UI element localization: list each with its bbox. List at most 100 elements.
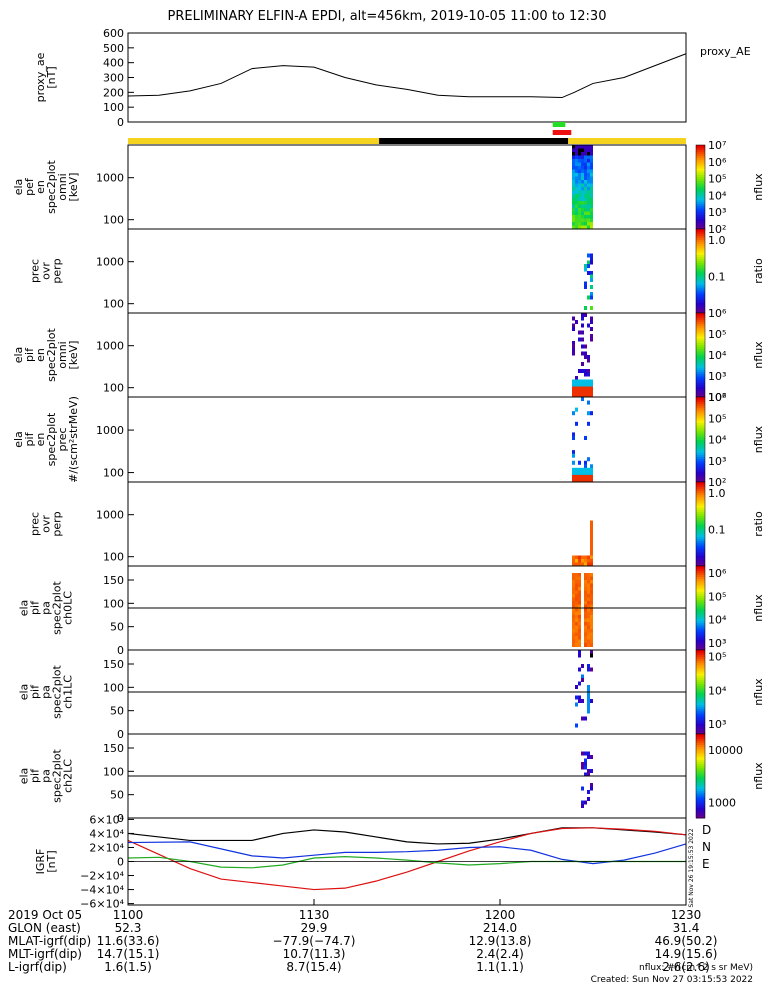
spectrogram-cell xyxy=(587,393,590,398)
y-tick-label: 100 xyxy=(103,597,124,610)
colorbar-cell xyxy=(696,799,705,802)
colorbar-cell xyxy=(696,555,705,559)
spectrogram-cell xyxy=(578,148,581,153)
colorbar-cell xyxy=(696,254,705,257)
colorbar-cell xyxy=(696,197,705,201)
colorbar-tick-label: 10² xyxy=(708,476,726,489)
spectrogram-cell xyxy=(575,148,578,153)
spectrogram-cell xyxy=(584,393,587,398)
y-tick-label: 100 xyxy=(103,382,124,395)
spectrogram-cell xyxy=(590,531,593,535)
spectrogram-cell xyxy=(590,334,593,338)
colorbar-cell xyxy=(696,465,705,468)
colorbar-cell xyxy=(696,239,705,243)
colorbar-cell xyxy=(696,365,705,369)
spectrogram-cell xyxy=(575,215,578,219)
spectrogram-cell xyxy=(587,218,590,223)
colorbar-cell xyxy=(696,426,705,430)
spectrogram-cell xyxy=(590,411,593,416)
spectrogram-cell xyxy=(578,176,581,181)
colorbar-cell xyxy=(696,530,705,533)
spectrogram-cell xyxy=(578,379,581,384)
spectrogram-cell xyxy=(575,187,578,191)
spectrogram-cell xyxy=(572,183,575,188)
mlat-value: 12.9(13.8) xyxy=(469,934,532,948)
spectrogram-cell xyxy=(587,323,590,328)
colorbar-cell xyxy=(696,392,705,396)
spectrogram-cell xyxy=(578,615,581,619)
colorbar-cell xyxy=(696,294,705,297)
spectrogram-cell xyxy=(572,601,575,605)
spectrogram-cell xyxy=(590,650,593,654)
mlat-value: 46.9(50.2) xyxy=(655,934,718,948)
spectrogram-cell xyxy=(572,411,575,416)
y-tick-label: 400 xyxy=(103,57,124,70)
spectrogram-cell xyxy=(581,145,584,149)
colorbar-tick-label: 10000 xyxy=(708,744,743,757)
colorbar-cell xyxy=(696,363,705,366)
mlt-value: 14.7(15.1) xyxy=(97,947,160,961)
spectrogram-cell xyxy=(590,176,593,181)
spectrogram-cell xyxy=(575,723,578,728)
colorbar-cell xyxy=(696,637,705,640)
colorbar-cell xyxy=(696,542,705,546)
spectrogram-cell xyxy=(575,166,578,170)
spectrogram-cell xyxy=(581,166,584,170)
colorbar-label: nflux xyxy=(752,173,765,201)
spectrogram-cell xyxy=(572,159,575,163)
spectrogram-cell xyxy=(590,148,593,153)
igrf-bt-line xyxy=(127,827,687,845)
colorbar-cell xyxy=(696,441,705,445)
spectrogram-cell xyxy=(578,594,581,598)
y-axis-label: pif xyxy=(29,768,42,783)
colorbar-tick-label: 10³ xyxy=(708,637,726,650)
spectrogram-cell xyxy=(581,215,584,219)
spectrogram-cell xyxy=(572,344,575,349)
colorbar-cell xyxy=(696,656,705,659)
y-tick-label: 2×10⁴ xyxy=(89,841,124,854)
spectrogram-cell xyxy=(575,421,578,426)
spectrogram-cell xyxy=(578,587,581,591)
colorbar-cell xyxy=(696,740,705,743)
spectrogram-cell xyxy=(584,313,587,317)
spectrogram-cell xyxy=(590,383,593,387)
colorbar-cell xyxy=(696,561,705,565)
colorbar-cell xyxy=(696,403,705,406)
colorbar-cell xyxy=(696,285,705,289)
spectrogram-cell xyxy=(590,601,593,605)
spectrogram-cell xyxy=(590,464,593,469)
y-axis-label: pif xyxy=(23,431,36,446)
y-tick-label: 50 xyxy=(110,789,124,802)
colorbar-cell xyxy=(696,532,705,535)
colorbar-cell xyxy=(696,268,705,272)
colorbar-cell xyxy=(696,435,705,438)
igrf-legend-letter: E xyxy=(702,857,710,871)
spectrogram-cell xyxy=(587,629,590,633)
spectrogram-cell xyxy=(584,222,587,226)
spectrogram-cell xyxy=(572,611,575,616)
spectrogram-cell xyxy=(575,471,578,476)
colorbar-cell xyxy=(696,708,705,712)
spectrogram-cell xyxy=(584,762,587,766)
y-axis-label: en xyxy=(34,348,47,362)
spectrogram-cell xyxy=(572,201,575,205)
spectrogram-cell xyxy=(578,211,581,216)
colorbar-cell xyxy=(696,612,705,615)
y-tick-label: 1000 xyxy=(96,424,124,437)
y-axis-label: prec xyxy=(29,512,42,536)
spectrogram-cell xyxy=(572,351,575,356)
spectrogram-cell xyxy=(590,667,593,672)
spectrogram-cell xyxy=(584,344,587,349)
spectrogram-cell xyxy=(587,194,590,198)
spectrogram-cell xyxy=(587,573,590,577)
spectrogram-cell xyxy=(578,330,581,335)
spectrogram-cell xyxy=(578,639,581,644)
spectrogram-cell xyxy=(581,176,584,181)
y-tick-label: 100 xyxy=(103,681,124,694)
colorbar-cell xyxy=(696,428,705,432)
spectrogram-cell xyxy=(590,222,593,226)
colorbar-cell xyxy=(696,418,705,421)
colorbar-cell xyxy=(696,443,705,447)
spectrogram-cell xyxy=(590,559,593,563)
colorbar-cell xyxy=(696,641,705,645)
